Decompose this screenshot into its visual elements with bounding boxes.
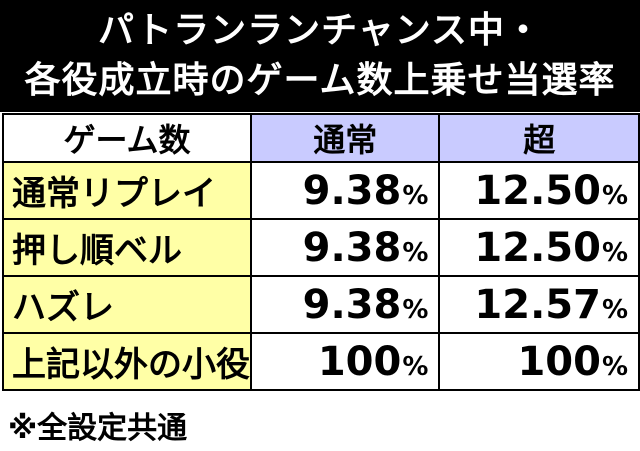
table-row: ハズレ 9.38% 12.57% (2, 275, 640, 334)
percent-unit: % (402, 351, 429, 382)
normal-rate-cell: 100% (249, 332, 441, 391)
title-line-1: パトランランチャンス中・ (97, 10, 542, 51)
table-row: 通常リプレイ 9.38% 12.50% (2, 161, 640, 220)
table-row: 上記以外の小役 100% 100% (2, 332, 640, 391)
normal-rate-value: 9.38 (302, 224, 402, 271)
normal-rate-value: 9.38 (302, 281, 402, 328)
row-label: ハズレ (2, 275, 252, 334)
super-rate-value: 12.50 (474, 167, 601, 214)
table-header-row: ゲーム数 通常 超 (2, 113, 640, 163)
percent-unit: % (601, 294, 628, 325)
normal-rate-value: 9.38 (302, 167, 402, 214)
normal-rate-cell: 9.38% (249, 218, 441, 277)
super-rate-value: 12.57 (474, 281, 601, 328)
rate-table: ゲーム数 通常 超 通常リプレイ 9.38% 12.50% 押し順ベル 9.38… (2, 113, 640, 391)
super-rate-cell: 12.50% (438, 161, 640, 220)
super-rate-value: 100 (517, 338, 601, 385)
header-normal: 通常 (249, 113, 441, 163)
super-rate-cell: 12.50% (438, 218, 640, 277)
header-game-count: ゲーム数 (2, 113, 252, 163)
footnote: ※全設定共通 (8, 411, 188, 446)
super-rate-cell: 100% (438, 332, 640, 391)
super-rate-value: 12.50 (474, 224, 601, 271)
percent-unit: % (601, 351, 628, 382)
percent-unit: % (601, 237, 628, 268)
percent-unit: % (402, 180, 429, 211)
table-row: 押し順ベル 9.38% 12.50% (2, 218, 640, 277)
row-label: 上記以外の小役 (2, 332, 252, 391)
title-banner: パトランランチャンス中・ 各役成立時のゲーム数上乗せ当選率 (0, 0, 640, 112)
title-line-2: 各役成立時のゲーム数上乗せ当選率 (24, 60, 616, 101)
row-label: 通常リプレイ (2, 161, 252, 220)
percent-unit: % (402, 294, 429, 325)
super-rate-cell: 12.57% (438, 275, 640, 334)
normal-rate-cell: 9.38% (249, 161, 441, 220)
normal-rate-cell: 9.38% (249, 275, 441, 334)
header-super: 超 (438, 113, 640, 163)
row-label: 押し順ベル (2, 218, 252, 277)
percent-unit: % (402, 237, 429, 268)
percent-unit: % (601, 180, 628, 211)
normal-rate-value: 100 (317, 338, 402, 385)
